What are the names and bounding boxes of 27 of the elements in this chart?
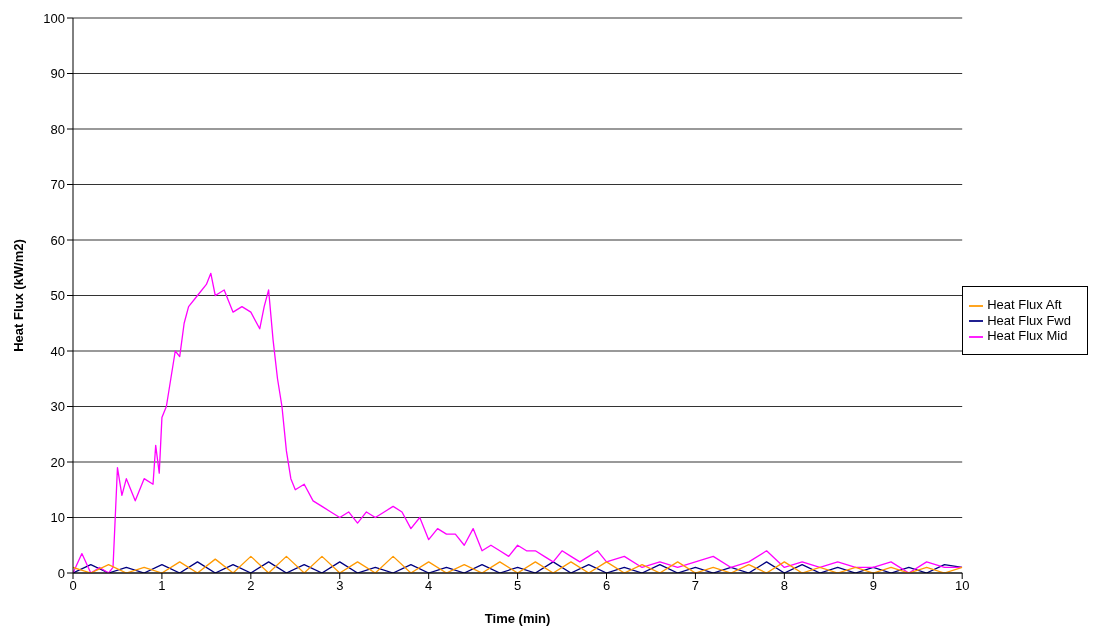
x-tick-label: 1	[158, 578, 166, 594]
y-tick-label: 30	[50, 399, 65, 415]
x-tick-label: 10	[954, 578, 970, 594]
x-tick-label: 3	[336, 578, 344, 594]
legend-label: Heat Flux Aft	[987, 297, 1062, 313]
legend-label: Heat Flux Mid	[987, 328, 1068, 344]
y-tick-label: 10	[50, 510, 65, 526]
x-tick-label: 6	[602, 578, 611, 594]
y-tick-label: 20	[50, 454, 65, 470]
y-tick-label: 40	[50, 343, 65, 359]
y-tick-label: 90	[50, 66, 65, 82]
y-tick-label: 0	[57, 565, 65, 581]
y-axis-title: Heat Flux (kW/m2)	[10, 239, 26, 352]
x-axis-title: Time (min)	[484, 611, 551, 626]
x-tick-label: 2	[247, 578, 255, 594]
y-tick-label: 80	[50, 121, 65, 137]
y-tick-label: 70	[50, 177, 65, 193]
y-tick-label: 100	[43, 10, 65, 26]
y-tick-label: 50	[50, 288, 65, 304]
x-tick-label: 5	[513, 578, 522, 594]
x-tick-label: 0	[69, 578, 77, 594]
x-tick-label: 9	[869, 578, 877, 594]
x-tick-label: 4	[425, 578, 433, 594]
x-tick-label: 7	[691, 578, 700, 594]
y-tick-label: 60	[50, 232, 65, 248]
x-tick-label: 8	[780, 578, 788, 594]
legend-label: Heat Flux Fwd	[987, 312, 1071, 328]
